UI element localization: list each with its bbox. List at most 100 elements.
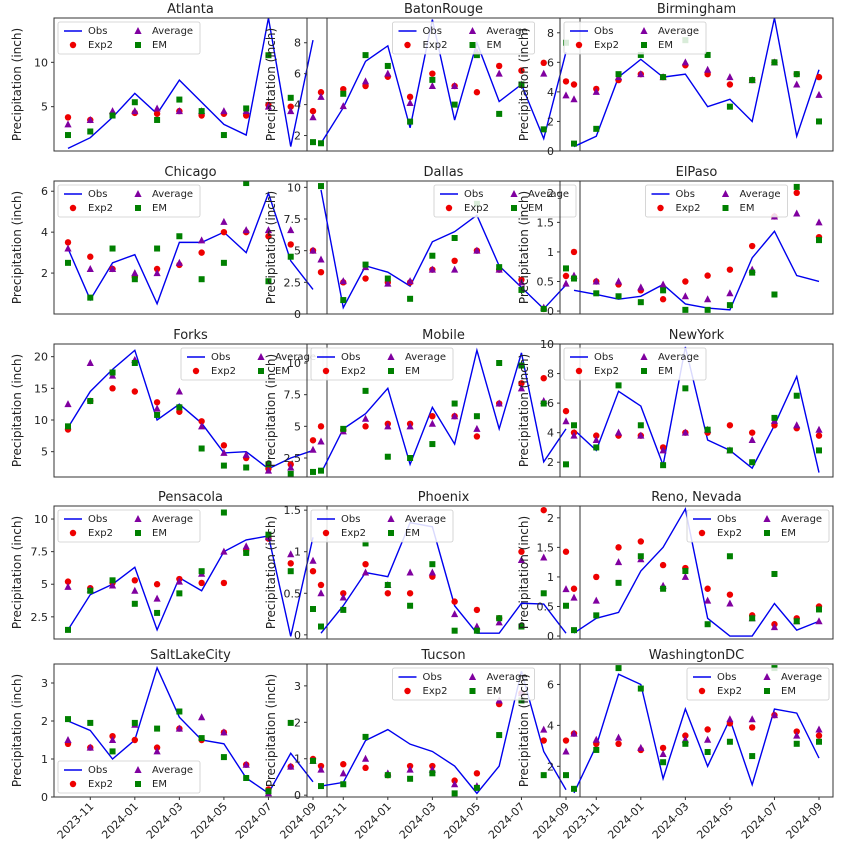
axes-frame [53, 17, 328, 152]
average-point [704, 596, 712, 604]
em-point [540, 590, 547, 597]
y-axis-label: Precipitation (inch) [10, 674, 24, 787]
em-point [384, 62, 391, 69]
average-point [242, 542, 250, 550]
legend-obs-label: Obs [594, 26, 613, 37]
average-point [726, 599, 734, 607]
y-axis-label: Precipitation (inch) [10, 354, 24, 467]
em-point [749, 615, 756, 622]
legend-exp2-swatch [69, 780, 77, 788]
exp2-point [726, 422, 734, 429]
legend-em-swatch [764, 530, 770, 536]
exp2-point [429, 413, 436, 420]
legend-average-label: Average [275, 352, 316, 363]
y-tick-label: 4 [294, 99, 301, 112]
legend-average-label: Average [528, 189, 569, 200]
y-tick-label: 6 [547, 56, 554, 69]
average-point [815, 725, 823, 733]
legend-exp2-swatch [69, 204, 77, 212]
subplot-title: Chicago [164, 165, 216, 180]
em-point [682, 385, 689, 392]
subplot-atlanta: Atlanta 5 10 Precipitation (inch) Obs Exp2 Ave… [10, 2, 328, 152]
em-point [496, 615, 503, 622]
y-tick-label: 2 [294, 716, 301, 729]
subplot-title: BatonRouge [404, 2, 483, 17]
average-point [175, 107, 183, 115]
exp2-point [593, 432, 600, 439]
em-point [340, 90, 347, 97]
em-point [518, 362, 525, 369]
exp2-point [451, 598, 458, 605]
em-point [176, 708, 183, 715]
legend-exp2-swatch [69, 41, 77, 49]
exp2-point [340, 85, 347, 93]
y-tick-label: 6 [547, 678, 554, 691]
em-point [704, 51, 711, 58]
y-tick-label: 8 [294, 37, 301, 50]
legend-exp2-swatch [69, 529, 77, 537]
legend-average-label: Average [487, 672, 528, 683]
legend-em-label: EM [658, 40, 673, 51]
exp2-point [153, 581, 161, 588]
average-point [242, 760, 250, 768]
legend-obs-label: Obs [464, 189, 483, 200]
exp2-point [473, 89, 481, 96]
em-point [571, 627, 577, 634]
exp2-point [748, 724, 756, 731]
em-point [287, 719, 294, 726]
legend-obs-label: Obs [88, 514, 107, 525]
average-point [64, 400, 72, 408]
plot-area [317, 183, 570, 313]
average-point [570, 729, 578, 737]
average-point [815, 617, 823, 625]
exp2-point [317, 269, 325, 276]
em-point [682, 306, 689, 313]
legend: Obs Exp2 Average EM [57, 21, 201, 55]
subplot-reno-nevada: Reno, Nevada 0 0.5 1 1.5 2 Precipitation (inch… [517, 490, 834, 643]
exp2-point [384, 590, 392, 597]
legend-average-swatch [134, 515, 142, 522]
exp2-point [406, 93, 414, 101]
average-point [198, 713, 206, 721]
exp2-point [518, 67, 525, 74]
em-point [384, 581, 391, 588]
exp2-point [518, 548, 525, 555]
average-point [86, 743, 94, 751]
exp2-point [131, 388, 139, 395]
exp2-point [153, 265, 161, 273]
average-point [220, 728, 228, 736]
em-point [384, 453, 391, 460]
average-point [264, 466, 273, 474]
em-point [131, 719, 138, 726]
em-point [65, 716, 71, 723]
axes-frame [559, 17, 834, 152]
average-point [681, 58, 689, 66]
subplot-birmingham: Birmingham 0 2 4 6 8 Precipitation (inch) Obs Ex… [517, 2, 834, 158]
exp2-point [726, 591, 734, 598]
legend: Obs Exp2 Average EM [57, 509, 201, 543]
em-point [87, 398, 94, 404]
y-tick-label: 8 [547, 368, 554, 381]
y-axis-label: Precipitation (inch) [517, 354, 531, 467]
em-point [287, 470, 294, 477]
obs-line [320, 19, 567, 144]
average-point [361, 754, 370, 762]
em-point [793, 183, 800, 190]
em-point [816, 447, 822, 454]
average-point [540, 69, 548, 77]
em-point [749, 459, 756, 466]
legend-average-swatch [640, 353, 648, 360]
em-point [318, 467, 324, 474]
em-point [660, 759, 667, 766]
em-point [287, 253, 294, 260]
em-point [109, 112, 116, 119]
average-point [131, 586, 139, 594]
average-point [659, 280, 667, 288]
y-tick-label: 0.5 [537, 275, 555, 288]
average-point [220, 107, 228, 115]
em-point [429, 770, 436, 777]
em-point [340, 297, 347, 304]
legend-obs-label: Obs [88, 26, 107, 37]
em-point [176, 96, 183, 103]
